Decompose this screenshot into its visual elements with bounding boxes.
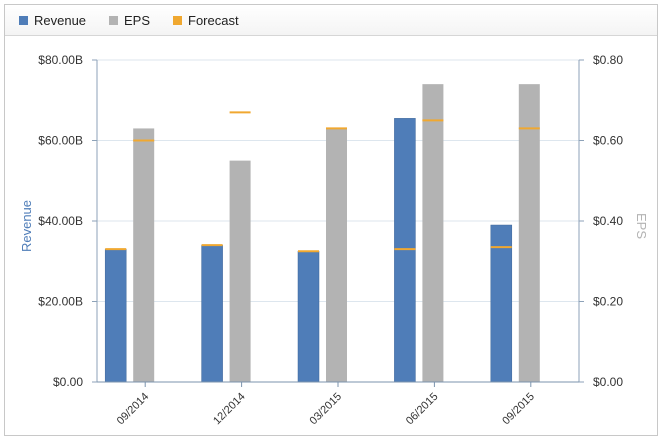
legend-swatch-forecast [173, 16, 182, 25]
y-left-tick-label: $20.00B [38, 295, 83, 309]
eps-bar[interactable] [326, 128, 347, 382]
eps-bar[interactable] [229, 160, 251, 382]
y-left-tick-label: $80.00B [38, 53, 83, 67]
x-tick-label: 12/2014 [211, 391, 248, 428]
legend-item-forecast[interactable]: Forecast [173, 13, 239, 28]
combo-bar-chart: $0.00 $20.00B $40.00B $60.00B $80.00B $0.00 $0… [19, 53, 649, 428]
revenue-bar[interactable] [104, 248, 127, 383]
y-left-tick-label: $60.00B [38, 134, 83, 148]
legend-label-forecast: Forecast [188, 13, 239, 28]
y-right-tick-label: $0.40 [593, 214, 623, 228]
legend: Revenue EPS Forecast [5, 5, 657, 36]
legend-swatch-revenue [19, 16, 28, 25]
y-left-axis-title: Revenue [19, 200, 34, 252]
y-right-tick-label: $0.20 [593, 295, 623, 309]
x-tick-label: 06/2015 [404, 391, 441, 428]
eps-bar[interactable] [133, 128, 155, 382]
x-tick-label: 09/2014 [115, 391, 152, 428]
eps-bar[interactable] [422, 84, 444, 383]
revenue-bar[interactable] [201, 244, 223, 383]
chart-panel: Revenue EPS Forecast $0.00 $20.00B $40.00B… [4, 4, 658, 436]
legend-label-revenue: Revenue [34, 13, 87, 28]
y-right-tick-label: $0.80 [593, 53, 623, 67]
revenue-bar[interactable] [490, 224, 513, 383]
legend-item-revenue[interactable]: Revenue [19, 13, 86, 28]
y-right-tick-label: $0.60 [593, 134, 623, 148]
y-right-tick-label: $0.00 [593, 375, 623, 389]
eps-bar[interactable] [518, 84, 540, 383]
legend-label-eps: EPS [124, 13, 151, 28]
x-tick-label: 09/2015 [500, 391, 537, 428]
legend-swatch-eps [109, 16, 118, 25]
legend-item-eps[interactable]: EPS [109, 13, 150, 28]
revenue-bar[interactable] [394, 118, 416, 383]
x-tick-label: 03/2015 [308, 391, 345, 428]
revenue-bar[interactable] [297, 250, 320, 383]
y-left-tick-label: $0.00 [53, 375, 83, 389]
y-right-axis-title: EPS [634, 213, 649, 239]
y-left-tick-label: $40.00B [38, 214, 83, 228]
